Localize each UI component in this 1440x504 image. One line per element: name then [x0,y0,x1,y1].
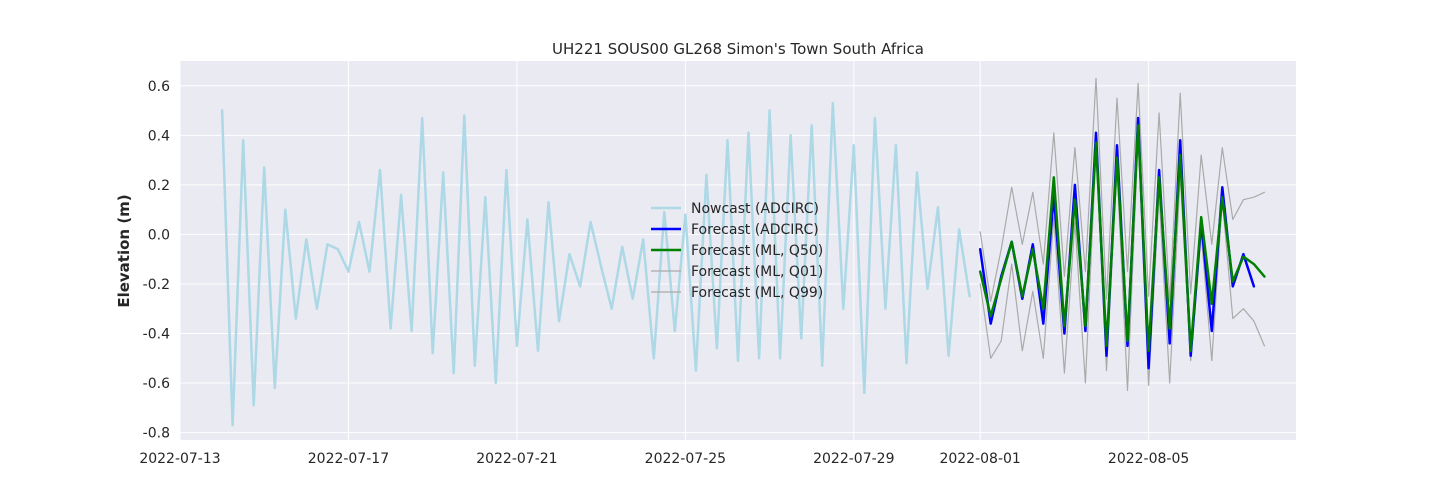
legend-entry: Forecast (ADCIRC) [691,222,819,238]
x-tick-label: 2022-08-01 [939,451,1020,467]
x-tick-label: 2022-07-13 [139,451,220,467]
legend: Nowcast (ADCIRC) Forecast (ADCIRC) Forecas… [651,201,823,301]
y-tick-label: -0.8 [143,426,170,442]
x-tick-label: 2022-07-29 [813,451,894,467]
x-tick-label: 2022-08-05 [1108,451,1189,467]
y-tick-label: -0.4 [143,326,170,342]
series-line-3 [979,137,1266,392]
legend-entry: Forecast (ML, Q99) [691,285,823,301]
x-tick-label: 2022-07-21 [476,451,557,467]
legend-entry: Forecast (ML, Q50) [691,243,823,259]
legend-entry: Forecast (ML, Q01) [691,264,823,280]
y-tick-label: 0.6 [148,79,170,95]
y-tick-label: 0.4 [148,128,170,144]
y-tick-label: -0.6 [143,376,170,392]
series-line-4 [979,77,1266,302]
x-tick-label: 2022-07-17 [308,451,389,467]
y-tick-label: 0.0 [148,227,170,243]
chart-title: UH221 SOUS00 GL268 Simon's Town South Af… [552,40,924,58]
y-tick-label: -0.2 [143,277,170,293]
series-line-0 [220,101,971,427]
y-tick-labels: -0.8 -0.6 -0.4 -0.2 0.0 0.2 0.4 0.6 [143,79,170,442]
series-line-2 [978,124,1266,353]
y-tick-label: 0.2 [148,178,170,194]
x-tick-label: 2022-07-25 [645,451,726,467]
y-axis-label: Elevation (m) [115,194,133,307]
grid-lines [179,61,1296,440]
legend-entry: Nowcast (ADCIRC) [691,201,819,217]
series-lines [220,77,1266,427]
x-tick-labels: 2022-07-13 2022-07-17 2022-07-21 2022-07-25… [139,451,1189,467]
